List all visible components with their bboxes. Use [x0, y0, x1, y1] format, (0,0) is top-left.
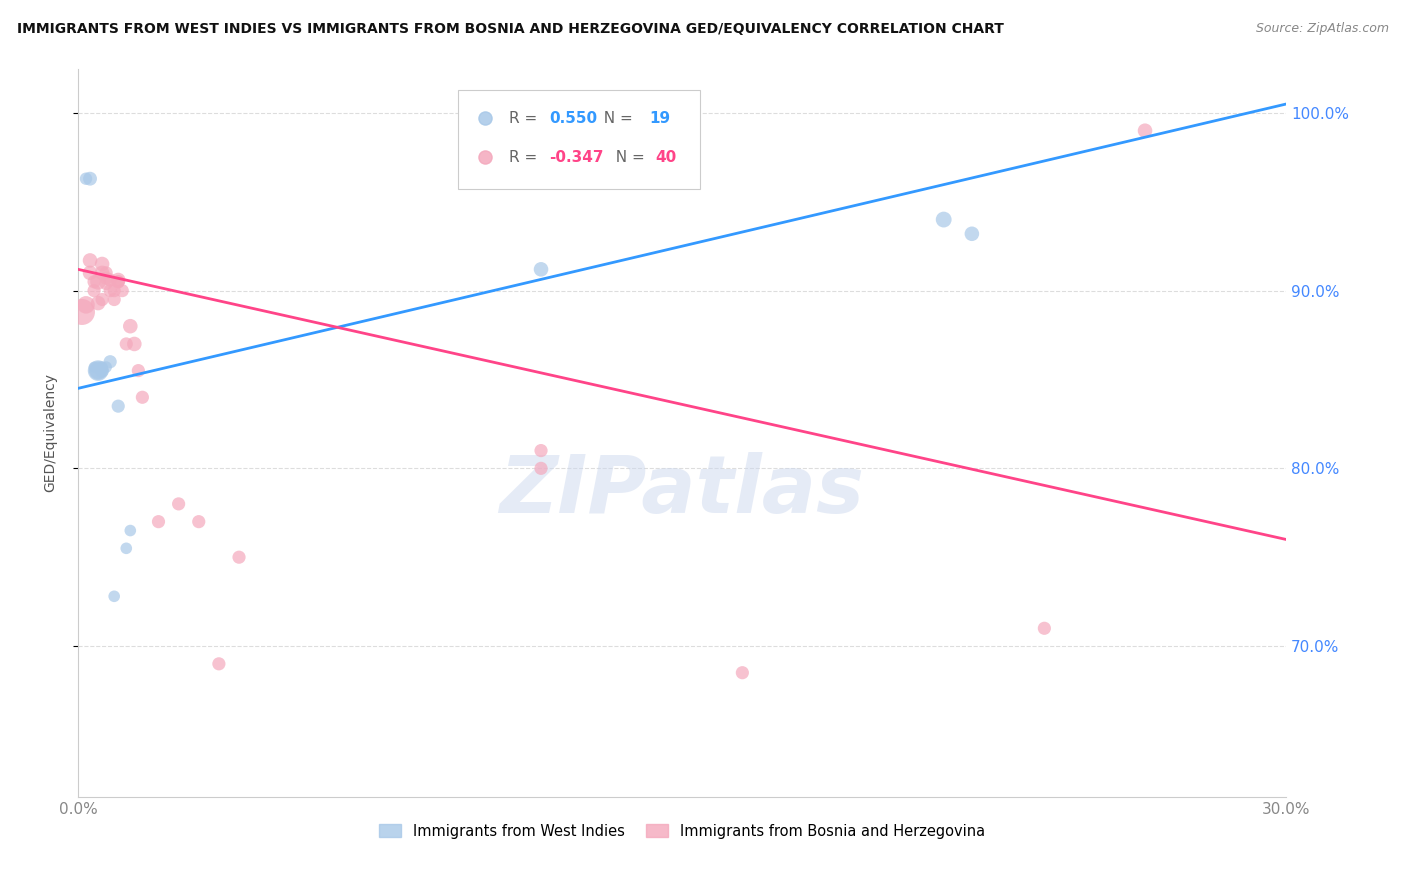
Point: [120, 524, 142, 538]
Text: -0.347: -0.347: [550, 150, 603, 165]
Point: [127, 363, 149, 377]
Text: IMMIGRANTS FROM WEST INDIES VS IMMIGRANTS FROM BOSNIA AND HERZEGOVINA GED/EQUIVA: IMMIGRANTS FROM WEST INDIES VS IMMIGRANT…: [17, 22, 1004, 37]
Text: N =: N =: [606, 150, 650, 165]
Point: [111, 284, 134, 298]
Point: [103, 589, 125, 603]
Point: [98, 355, 121, 369]
Point: [107, 275, 129, 289]
Point: [115, 541, 138, 556]
Point: [120, 319, 142, 334]
Point: [124, 337, 146, 351]
Point: [75, 298, 97, 312]
Text: 19: 19: [650, 111, 671, 126]
Text: ZIPatlas: ZIPatlas: [499, 452, 865, 530]
Point: [83, 360, 105, 375]
Point: [208, 657, 231, 671]
Point: [91, 360, 114, 375]
Point: [75, 171, 97, 186]
Point: [91, 363, 114, 377]
Point: [87, 296, 110, 310]
Legend: Immigrants from West Indies, Immigrants from Bosnia and Herzegovina: Immigrants from West Indies, Immigrants …: [373, 818, 991, 845]
Point: [70, 305, 93, 319]
Y-axis label: GED/Equivalency: GED/Equivalency: [44, 374, 58, 492]
Point: [148, 515, 170, 529]
Point: [87, 363, 110, 377]
Point: [107, 273, 129, 287]
Text: 40: 40: [655, 150, 676, 165]
FancyBboxPatch shape: [458, 90, 700, 189]
Text: N =: N =: [593, 111, 637, 126]
Point: [87, 363, 110, 377]
Point: [98, 273, 121, 287]
Point: [79, 171, 101, 186]
Point: [91, 266, 114, 280]
Point: [167, 497, 190, 511]
Point: [960, 227, 983, 241]
Point: [83, 275, 105, 289]
Point: [1133, 124, 1156, 138]
Point: [94, 360, 117, 375]
Point: [131, 390, 153, 404]
Point: [87, 363, 110, 377]
Point: [83, 284, 105, 298]
Point: [107, 275, 129, 289]
Point: [94, 277, 117, 291]
Point: [932, 212, 955, 227]
Point: [91, 293, 114, 307]
Point: [91, 257, 114, 271]
Point: [530, 461, 553, 475]
Text: R =: R =: [509, 111, 543, 126]
Point: [103, 293, 125, 307]
Point: [731, 665, 754, 680]
Text: Source: ZipAtlas.com: Source: ZipAtlas.com: [1256, 22, 1389, 36]
Point: [530, 443, 553, 458]
Text: R =: R =: [509, 150, 543, 165]
Point: [79, 253, 101, 268]
Point: [87, 275, 110, 289]
Text: 0.550: 0.550: [550, 111, 598, 126]
Point: [1033, 621, 1056, 635]
Point: [98, 284, 121, 298]
Point: [187, 515, 209, 529]
Point: [115, 337, 138, 351]
Point: [79, 266, 101, 280]
Point: [530, 262, 553, 277]
Point: [94, 266, 117, 280]
Point: [107, 399, 129, 413]
Point: [103, 284, 125, 298]
Point: [94, 271, 117, 285]
Point: [228, 550, 250, 565]
